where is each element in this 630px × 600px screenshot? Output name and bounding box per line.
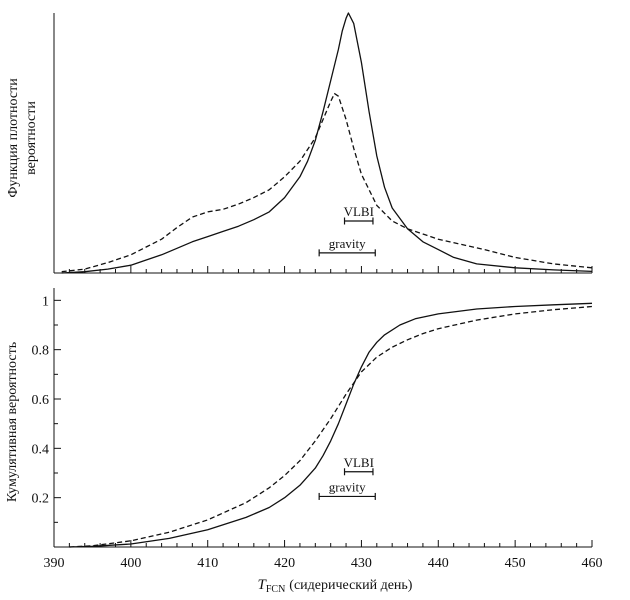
density-intervals: VLBI gravity bbox=[318, 204, 376, 257]
x-tick-label: 430 bbox=[351, 556, 372, 571]
x-axis-label: TFCN (сидерический день) bbox=[258, 577, 413, 595]
cumulative-solid-curve bbox=[69, 302, 593, 548]
x-tick-label: 450 bbox=[505, 556, 526, 571]
y-tick-label: 1 bbox=[42, 294, 49, 309]
y-tick-labels: 0.2 0.4 0.6 0.8 1 bbox=[32, 294, 50, 506]
cumulative-y-label: Кумулятивная вероятность bbox=[5, 342, 20, 502]
cumulative-dashed-curve bbox=[69, 305, 593, 548]
y-tick-label: 0.6 bbox=[32, 393, 50, 408]
density-gravity-interval-label: gravity bbox=[329, 236, 366, 251]
cumulative-panel: VLBI gravity 390 400 410 420 430 440 450 460 0.2… bbox=[5, 288, 603, 595]
x-tick-label: 460 bbox=[582, 556, 603, 571]
x-axis-label-subscript: FCN bbox=[266, 584, 285, 595]
density-axes bbox=[53, 13, 593, 274]
x-axis-label-symbol: T bbox=[258, 577, 268, 593]
y-tick-label: 0.8 bbox=[32, 344, 50, 359]
cumulative-intervals: VLBI gravity bbox=[318, 455, 376, 500]
x-tick-labels: 390 400 410 420 430 440 450 460 bbox=[44, 556, 603, 571]
x-tick-label: 400 bbox=[120, 556, 141, 571]
density-vlbi-interval-label: VLBI bbox=[344, 204, 374, 219]
y-tick-label: 0.2 bbox=[32, 492, 50, 507]
cumulative-gravity-interval-label: gravity bbox=[329, 479, 366, 494]
density-dashed-curve bbox=[61, 92, 593, 273]
density-y-label-line-1: Функция плотности bbox=[6, 78, 21, 198]
x-tick-label: 410 bbox=[197, 556, 218, 571]
x-tick-label: 420 bbox=[274, 556, 295, 571]
cumulative-series bbox=[69, 302, 593, 548]
density-solid-curve bbox=[61, 12, 593, 274]
density-panel: VLBI gravity Функция плотности вероятност… bbox=[6, 12, 593, 274]
x-tick-label: 390 bbox=[44, 556, 65, 571]
density-series bbox=[61, 12, 593, 274]
density-y-label-line-2: вероятности bbox=[24, 101, 39, 175]
x-tick-label: 440 bbox=[428, 556, 449, 571]
x-axis-label-unit: (сидерический день) bbox=[289, 578, 413, 593]
cumulative-vlbi-interval-label: VLBI bbox=[344, 455, 374, 470]
y-tick-label: 0.4 bbox=[32, 442, 50, 457]
cumulative-axes bbox=[53, 288, 593, 548]
